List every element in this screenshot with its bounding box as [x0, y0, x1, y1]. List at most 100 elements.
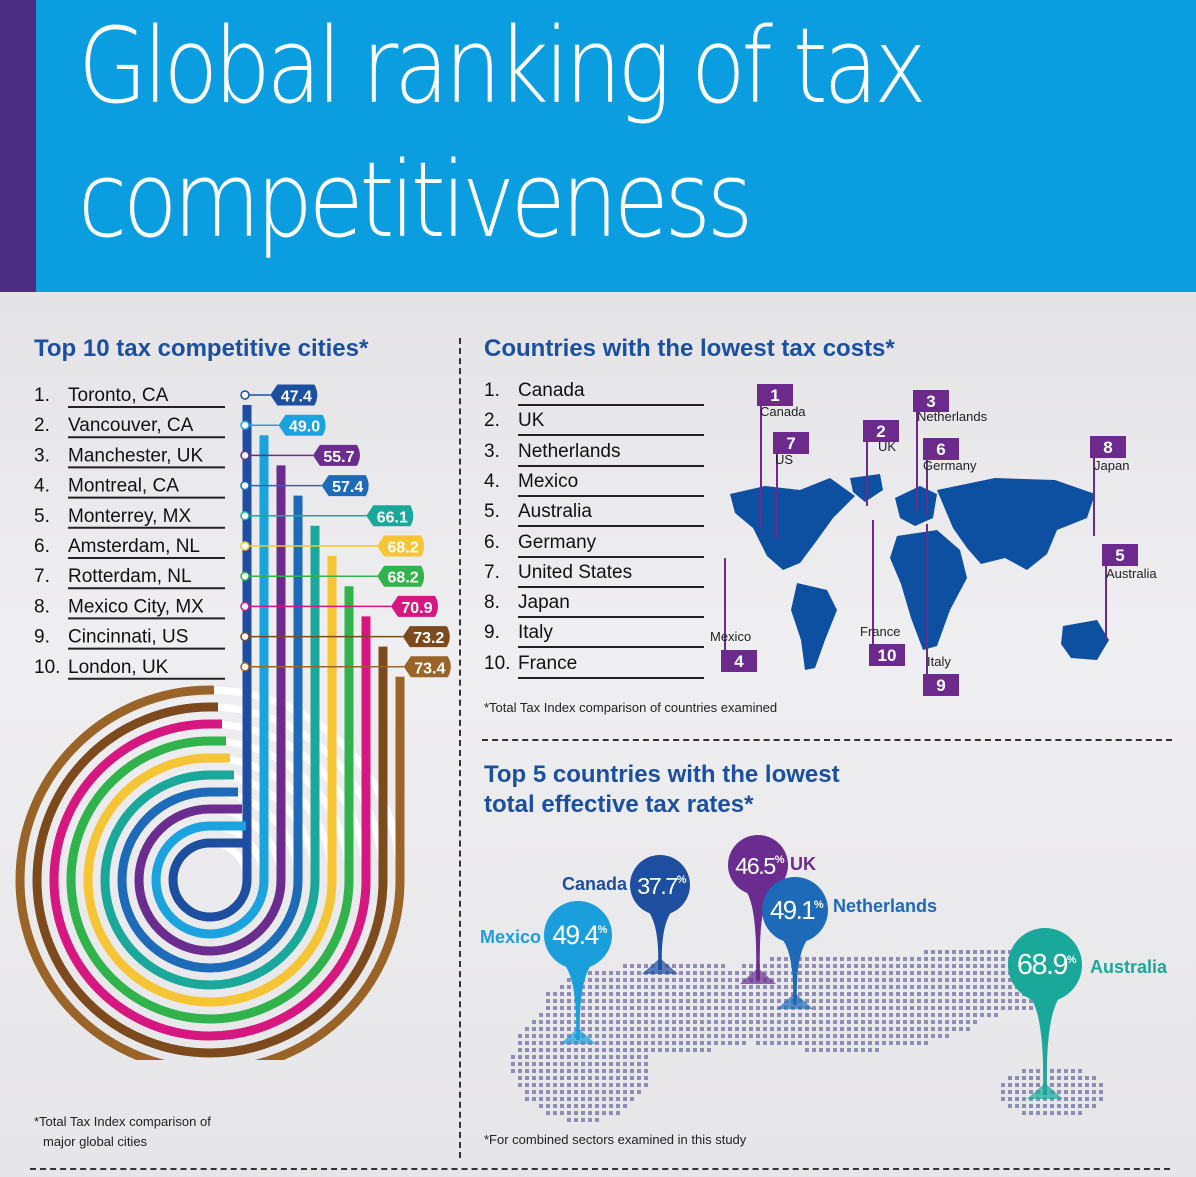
map-dot: [630, 999, 634, 1003]
map-marker-label: Australia: [1106, 566, 1157, 581]
map-dot: [756, 1006, 760, 1010]
map-dot: [861, 1048, 865, 1052]
map-dot: [532, 1034, 536, 1038]
map-dot: [602, 1090, 606, 1094]
map-dot: [588, 1104, 592, 1108]
map-dot: [1022, 1069, 1026, 1073]
map-dot: [679, 1041, 683, 1045]
map-dot: [630, 978, 634, 982]
map-dot: [602, 1034, 606, 1038]
map-dot: [973, 971, 977, 975]
map-dot: [630, 1097, 634, 1101]
map-dot: [896, 1041, 900, 1045]
map-dot: [784, 1027, 788, 1031]
map-dot: [588, 1055, 592, 1059]
map-dot: [511, 1055, 515, 1059]
map-dot: [644, 1069, 648, 1073]
map-dot: [847, 964, 851, 968]
map-dot: [707, 985, 711, 989]
map-dot: [546, 1006, 550, 1010]
map-dot: [595, 1020, 599, 1024]
map-dot: [1071, 1111, 1075, 1115]
map-dot: [679, 1020, 683, 1024]
map-dot: [840, 964, 844, 968]
map-dot: [728, 1020, 732, 1024]
map-dot: [714, 985, 718, 989]
map-dot: [539, 1041, 543, 1045]
map-dot: [525, 1034, 529, 1038]
map-dot: [1043, 1111, 1047, 1115]
map-dot: [602, 1104, 606, 1108]
map-dot: [791, 985, 795, 989]
map-dot: [581, 1097, 585, 1101]
city-row-4: 4. Montreal, CA 57.4: [34, 475, 369, 973]
map-dot: [651, 1027, 655, 1031]
map-dot: [882, 992, 886, 996]
map-dot: [959, 1013, 963, 1017]
map-dot: [1015, 992, 1019, 996]
map-dot: [560, 1048, 564, 1052]
map-dot: [1064, 1090, 1068, 1094]
map-dot: [1022, 1111, 1026, 1115]
map-dot: [1001, 964, 1005, 968]
map-dot: [1001, 978, 1005, 982]
map-dot: [1008, 992, 1012, 996]
rate-pin-mexico: 49.4 % Mexico: [480, 901, 612, 1044]
city-value-label: 55.7: [323, 449, 354, 466]
map-dot: [588, 1111, 592, 1115]
map-dot: [658, 999, 662, 1003]
map-dot: [623, 1006, 627, 1010]
map-dot: [784, 985, 788, 989]
map-dot: [1036, 1111, 1040, 1115]
map-dot: [721, 1034, 725, 1038]
map-dot: [588, 1069, 592, 1073]
map-dot: [959, 1006, 963, 1010]
map-dot: [1092, 1090, 1096, 1094]
map-dot: [987, 992, 991, 996]
map-dot: [721, 985, 725, 989]
map-dot: [980, 1013, 984, 1017]
map-dot: [854, 1027, 858, 1031]
map-dot: [567, 1055, 571, 1059]
map-dot: [917, 1006, 921, 1010]
map-dot: [763, 992, 767, 996]
map-dot: [994, 999, 998, 1003]
map-dot: [518, 1055, 522, 1059]
map-dot: [686, 985, 690, 989]
map-dot: [679, 1034, 683, 1038]
map-dot: [882, 964, 886, 968]
map-dot: [777, 1041, 781, 1045]
rate-pin-stem: [744, 889, 772, 980]
map-dot: [791, 1027, 795, 1031]
map-dot: [980, 964, 984, 968]
map-dot: [784, 1013, 788, 1017]
map-dot: [1001, 1006, 1005, 1010]
city-value-label: 73.4: [414, 660, 445, 677]
city-rank: 5.: [34, 506, 50, 527]
map-dot: [882, 1013, 886, 1017]
map-dot: [532, 1076, 536, 1080]
map-dot: [532, 1062, 536, 1066]
map-dot: [847, 1013, 851, 1017]
map-dot: [770, 992, 774, 996]
map-dot: [623, 1027, 627, 1031]
map-dot: [644, 985, 648, 989]
map-dot: [525, 1069, 529, 1073]
map-dot: [574, 1097, 578, 1101]
map-dot: [903, 999, 907, 1003]
map-dot: [798, 971, 802, 975]
map-dot: [833, 1020, 837, 1024]
map-dot: [616, 1048, 620, 1052]
map-dot: [819, 1013, 823, 1017]
map-dot: [847, 1020, 851, 1024]
map-dot: [1022, 1083, 1026, 1087]
map-dot: [945, 950, 949, 954]
map-dot: [630, 1069, 634, 1073]
map-dot: [672, 1034, 676, 1038]
map-dot: [707, 1048, 711, 1052]
map-dot: [1099, 1097, 1103, 1101]
map-dot: [553, 992, 557, 996]
map-dot: [735, 1013, 739, 1017]
